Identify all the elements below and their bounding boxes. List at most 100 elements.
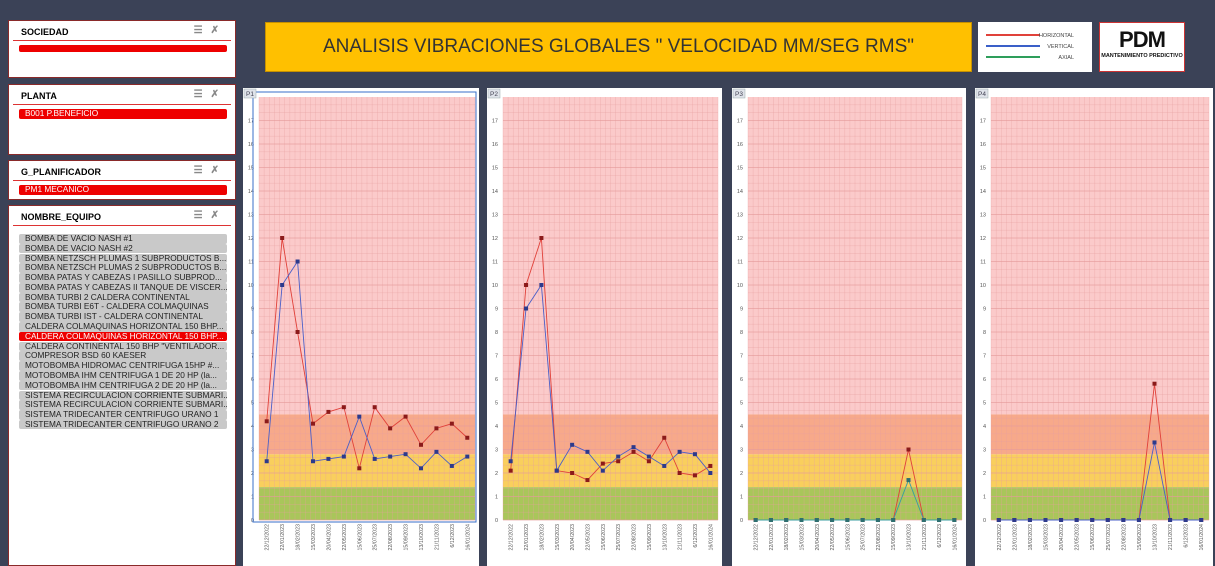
slicer-item[interactable]: B001 P.BENEFICIO [19,109,227,119]
x-tick-label: 22/01/2023 [280,524,286,551]
slicer-item[interactable]: BOMBA PATAS Y CABEZAS II TANQUE DE VISCE… [19,282,227,293]
slicer-item[interactable]: BOMBA TURBI 2 CALDERA CONTINENTAL [19,292,227,303]
slicer-item[interactable]: SISTEMA TRIDECANTER CENTRIFUGO URANO 1 [19,410,227,420]
series-marker [784,518,789,522]
slicer-item[interactable]: SISTEMA TRIDECANTER CENTRIFUGO URANO 2 [19,419,227,430]
series-marker [875,518,880,522]
slicer-item[interactable]: COMPRESOR BSD 60 KAESER [19,351,227,361]
series-marker [1136,518,1141,522]
y-tick-label: 6 [983,377,986,383]
slicer-icons[interactable]: ☰✗ [193,25,227,36]
y-tick-label: 6 [495,377,498,383]
series-marker [753,518,758,522]
y-tick-label: 0 [740,518,743,524]
series-marker [326,409,331,414]
series-marker [646,454,651,459]
selected-item[interactable] [19,45,227,52]
slicer-item[interactable]: BOMBA TURBI IST - CALDERA CONTINENTAL [19,312,227,322]
chart-panel [243,88,479,566]
x-tick-label: 15/03/2023 [311,524,317,551]
legend: HORIZONTAL VERTICAL AXIAL [978,22,1092,72]
legend-label: VERTICAL [1047,44,1074,50]
x-tick-label: 16/01/2024 [952,524,958,551]
chart-label: P1 [246,91,254,98]
zone-band [991,414,1209,455]
slicer-item[interactable]: MOTOBOMBA IHM CENTRIFUGA 1 DE 20 HP (la.… [19,370,227,381]
slicer-item[interactable]: BOMBA NETZSCH PLUMAS 2 SUBPRODUCTOS B... [19,263,227,273]
y-tick-label: 13 [492,213,498,219]
slicer: NOMBRE_EQUIPO ☰✗ BOMBA DE VACIO NASH #1 BOM… [8,205,236,566]
slicer-item[interactable]: CALDERA COLMAQUINAS HORIZONTAL 150 BHP..… [19,322,227,332]
x-tick-label: 15/03/2023 [800,524,806,551]
series-marker [372,405,377,410]
slicer-item[interactable]: SISTEMA RECIRCULACION CORRIENTE SUBMARI.… [19,400,227,410]
y-tick-label: 2 [495,471,498,477]
y-tick-label: 14 [492,189,498,195]
x-tick-label: 6/12/2023 [1184,524,1190,548]
series-marker [1168,518,1173,522]
x-tick-label: 20/04/2023 [570,524,576,551]
series-marker [1027,518,1032,522]
slicer-item[interactable]: BOMBA TURBI E6T - CALDERA COLMAQUINAS [19,302,227,313]
logo-name: PDM [1119,27,1166,52]
y-tick-label: 2 [740,471,743,477]
y-tick-label: 17 [492,119,498,125]
series-marker [921,518,926,522]
x-tick-label: 21/11/2023 [434,524,440,550]
series-marker [768,518,773,522]
x-tick-label: 20/04/2023 [326,524,332,551]
zone-band [259,454,475,488]
series-marker [554,468,559,473]
slicer-item[interactable]: PM1 MECANICO [19,185,227,195]
series-marker [753,518,758,522]
slicer-item[interactable]: BOMBA NETZSCH PLUMAS 1 SUBPRODUCTOS B... [19,253,227,264]
x-tick-label: 22/08/2023 [388,524,394,551]
x-tick-label: 15/06/2023 [845,524,851,551]
x-tick-label: 18/02/2023 [1028,524,1034,551]
series-marker [677,449,682,454]
slicer-item[interactable]: CALDERA COLMAQUINAS HORIZONTAL 150 BHP..… [19,331,227,342]
series-marker [388,426,393,431]
series-marker [830,518,835,522]
series-marker [585,449,590,454]
series-marker [372,456,377,461]
x-tick-label: 25/07/2023 [1106,524,1112,551]
x-tick-label: 22/01/2023 [524,524,530,551]
x-tick-label: 22/05/2023 [1075,524,1081,551]
zone-band [503,454,718,488]
slicer-item[interactable]: SISTEMA RECIRCULACION CORRIENTE SUBMARI.… [19,390,227,401]
chart-panel [487,88,722,566]
slicer-item[interactable]: BOMBA PATAS Y CABEZAS I PASILLO SUBPROD.… [19,273,227,283]
slicer-icons[interactable]: ☰✗ [193,210,227,221]
y-tick-label: 5 [983,401,986,407]
slicer-item[interactable]: MOTOBOMBA IHM CENTRIFUGA 2 DE 20 HP (la.… [19,380,227,391]
series-marker [814,518,819,522]
series-marker [891,518,896,522]
y-tick-label: 8 [983,330,986,336]
x-tick-label: 25/07/2023 [373,524,379,551]
slicer-icons[interactable]: ☰✗ [193,165,227,176]
slicer-icons[interactable]: ☰✗ [193,89,227,100]
legend-graphic: HORIZONTAL VERTICAL AXIAL [986,33,1074,61]
slicer-item[interactable]: MOTOBOMBA HIDROMAC CENTRIFUGA 15HP #... [19,361,227,371]
series-marker [1012,518,1017,522]
x-tick-label: 15/09/2023 [647,524,653,551]
series-marker [1043,518,1048,522]
x-tick-label: 22/12/2022 [997,524,1003,551]
zone-band [748,487,962,520]
series-marker [449,421,454,426]
x-tick-label: 16/01/2024 [465,524,471,551]
x-tick-label: 18/02/2023 [539,524,545,551]
x-tick-label: 15/06/2023 [357,524,363,551]
slicer-item[interactable]: BOMBA DE VACIO NASH #2 [19,243,227,254]
slicer-item[interactable]: BOMBA DE VACIO NASH #1 [19,234,227,244]
x-tick-label: 16/01/2024 [708,524,714,551]
series-marker [799,518,804,522]
y-tick-label: 9 [740,307,743,313]
y-tick-label: 1 [495,495,498,501]
slicer-title: G_PLANIFICADOR ☰✗ [13,161,231,181]
y-tick-label: 10 [492,283,498,289]
slicer-item[interactable]: CALDERA CONTINENTAL 150 BHP "VENTILADOR.… [19,341,227,352]
y-tick-label: 10 [248,283,254,289]
y-tick-label: 9 [495,307,498,313]
